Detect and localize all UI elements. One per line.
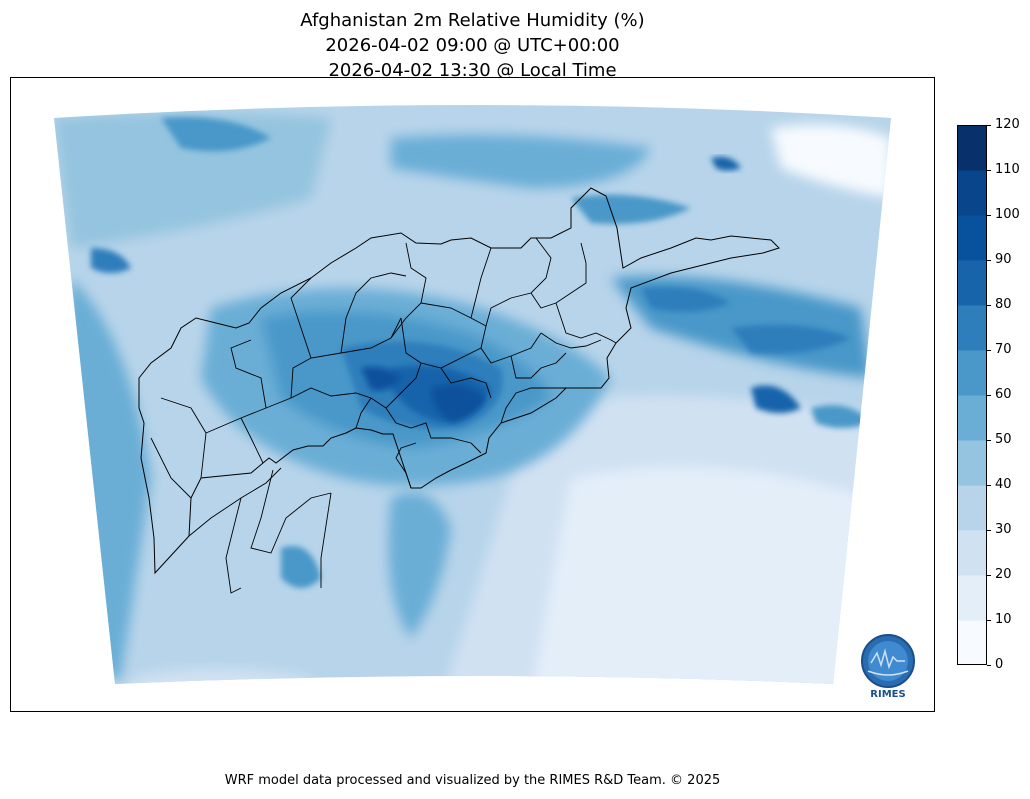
colorbar-segment: [957, 395, 987, 441]
colorbar-tick-label: 120: [995, 117, 1020, 132]
colorbar-segment: [957, 215, 987, 261]
colorbar-segment: [957, 125, 987, 171]
map-panel: RIMES: [10, 77, 935, 712]
colorbar-tick-mark: [987, 529, 991, 531]
colorbar-segment: [957, 530, 987, 576]
colorbar-tick-mark: [987, 484, 991, 486]
colorbar-tick-label: 50: [995, 432, 1012, 447]
humidity-field: [54, 105, 891, 684]
colorbar-segment: [957, 305, 987, 351]
colorbar-tick-mark: [987, 124, 991, 126]
colorbar-tick-mark: [987, 574, 991, 576]
colorbar-tick-mark: [987, 619, 991, 621]
colorbar: [957, 125, 987, 665]
colorbar-tick-label: 70: [995, 342, 1012, 357]
colorbar-segment: [957, 260, 987, 306]
colorbar-tick-label: 80: [995, 297, 1012, 312]
colorbar-tick-mark: [987, 304, 991, 306]
colorbar-tick-mark: [987, 439, 991, 441]
colorbar-segment: [957, 350, 987, 396]
colorbar-tick-mark: [987, 214, 991, 216]
title-line-2: 2026-04-02 09:00 @ UTC+00:00: [325, 35, 620, 56]
colorbar-border: [957, 125, 987, 665]
colorbar-tick-label: 10: [995, 612, 1012, 627]
colorbar-tick-label: 60: [995, 387, 1012, 402]
colorbar-tick-label: 40: [995, 477, 1012, 492]
humidity-map: [54, 105, 891, 684]
colorbar-segment: [957, 440, 987, 486]
colorbar-segment: [957, 620, 987, 665]
colorbar-tick-label: 100: [995, 207, 1020, 222]
colorbar-tick-label: 20: [995, 567, 1012, 582]
colorbar-segment: [957, 575, 987, 621]
footer-credit: WRF model data processed and visualized …: [224, 773, 721, 788]
colorbar-tick-mark: [987, 169, 991, 171]
svg-text:RIMES: RIMES: [870, 689, 905, 700]
colorbar-tick-labels: 0 10 20 30 40 50 60 70 80 90 100 110 120: [987, 117, 1027, 672]
colorbar-tick-mark: [987, 394, 991, 396]
province-borders: [150, 237, 617, 594]
colorbar-segment: [957, 485, 987, 531]
colorbar-segment: [957, 170, 987, 216]
colorbar-tick-mark: [987, 349, 991, 351]
figure-title: Afghanistan 2m Relative Humidity (%) 202…: [10, 8, 935, 83]
colorbar-tick-label: 110: [995, 162, 1020, 177]
rimes-logo: RIMES: [861, 634, 915, 700]
colorbar-tick-label: 30: [995, 522, 1012, 537]
colorbar-tick-mark: [987, 259, 991, 261]
colorbar-tick-label: 90: [995, 252, 1012, 267]
colorbar-tick-mark: [987, 664, 991, 666]
colorbar-tick-label: 0: [995, 657, 1004, 672]
title-line-1: Afghanistan 2m Relative Humidity (%): [300, 10, 645, 31]
country-border: [138, 187, 780, 575]
title-line-3: 2026-04-02 13:30 @ Local Time: [328, 60, 617, 81]
